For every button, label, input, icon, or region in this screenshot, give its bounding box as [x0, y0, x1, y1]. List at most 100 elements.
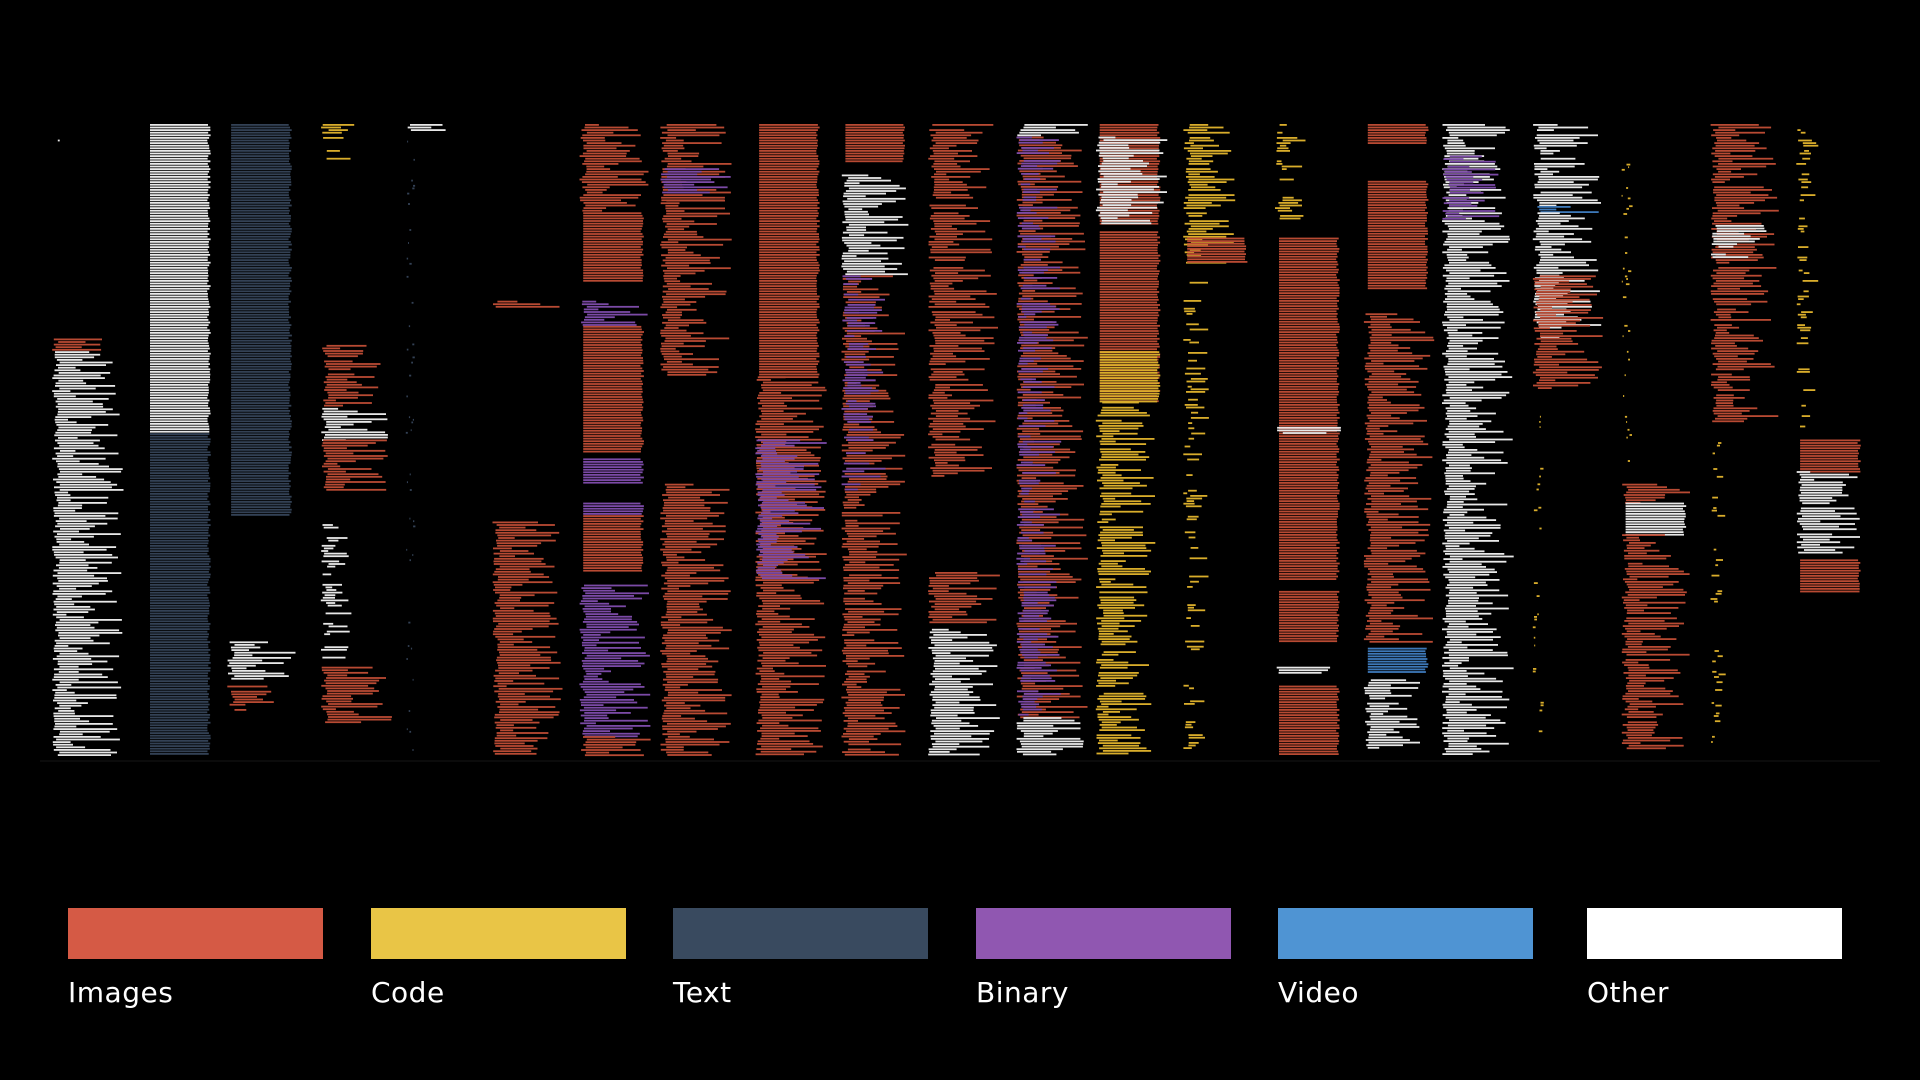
file-bar-images	[929, 423, 964, 425]
file-bar-text	[231, 233, 291, 235]
file-bar-other	[57, 398, 109, 400]
file-bar-images	[1279, 375, 1339, 378]
file-bar-images	[1367, 287, 1428, 290]
file-bar-images	[1367, 256, 1426, 258]
file-bar-images	[844, 374, 898, 376]
file-bar-images	[55, 346, 82, 349]
file-bar-images	[667, 735, 690, 738]
file-bar-images	[583, 230, 641, 233]
file-bar-images	[495, 568, 530, 571]
file-bar-text	[150, 742, 211, 745]
file-bar-binary	[1022, 698, 1038, 700]
file-bar-other	[1444, 493, 1475, 495]
file-bar-images	[933, 334, 966, 337]
file-bar-images	[842, 634, 855, 636]
file-bar-images	[1279, 411, 1340, 414]
file-bar-images	[759, 345, 819, 347]
file-bar-images	[931, 443, 956, 446]
file-bar-other	[1447, 295, 1471, 298]
file-bar-images	[667, 657, 708, 660]
file-bar-images	[583, 530, 641, 533]
file-bar-images	[1365, 477, 1417, 479]
file-bar-images	[933, 152, 958, 155]
file-bar-images	[1024, 607, 1046, 609]
file-bar-code	[1101, 653, 1119, 656]
file-bar-images	[758, 649, 823, 652]
file-bar-code	[1187, 150, 1232, 152]
column-21	[1796, 129, 1861, 593]
file-bar-code	[1712, 670, 1717, 673]
file-bar-text	[231, 300, 291, 303]
file-bar-images	[843, 504, 865, 506]
file-bar-binary	[1020, 448, 1031, 451]
file-bar-images	[1628, 674, 1646, 677]
file-bar-images	[323, 462, 338, 465]
file-bar-images	[842, 683, 857, 686]
file-bar-code	[1539, 415, 1541, 418]
file-bar-code	[1187, 131, 1230, 134]
file-bar-other	[150, 334, 209, 337]
file-bar-other	[150, 329, 210, 332]
file-bar-other	[150, 264, 210, 267]
file-bar-images	[1023, 461, 1059, 464]
file-bar-text	[231, 155, 290, 157]
file-bar-images	[934, 595, 978, 598]
file-bar-code	[1099, 398, 1158, 400]
file-bar-binary	[582, 665, 641, 667]
file-bar-images	[1717, 139, 1747, 142]
file-bar-images	[1279, 385, 1339, 388]
file-bar-images	[1279, 698, 1339, 701]
file-bar-binary	[1018, 573, 1047, 576]
file-bar-images	[761, 535, 799, 537]
file-bar-images	[847, 499, 862, 501]
file-bar-text	[231, 514, 290, 516]
file-bar-images	[759, 238, 820, 241]
file-bar-images	[583, 359, 644, 362]
file-bar-images	[583, 520, 644, 523]
file-bar-images	[1368, 490, 1404, 492]
file-bar-binary	[1018, 435, 1031, 438]
file-bar-other	[1625, 520, 1685, 523]
file-bar-images	[1099, 241, 1161, 244]
file-bar-other	[150, 194, 210, 196]
legend-item-text: Text	[673, 908, 928, 1010]
file-bar-binary	[582, 644, 597, 647]
file-bar-images	[933, 402, 971, 404]
file-bar-images	[583, 403, 642, 406]
file-bar-text	[150, 500, 210, 503]
file-bar-images	[1279, 487, 1338, 489]
file-bar-other	[1103, 139, 1168, 141]
file-bar-images	[665, 311, 682, 314]
file-bar-other	[1536, 264, 1589, 267]
file-bar-other	[57, 504, 83, 507]
file-bar-images	[1279, 248, 1340, 250]
file-bar-binary	[844, 311, 878, 314]
file-bar-other	[843, 268, 898, 270]
file-bar-code	[1099, 747, 1147, 750]
file-bar-binary	[1017, 245, 1026, 248]
file-bar-binary	[847, 400, 857, 402]
file-bar-code	[1098, 718, 1139, 721]
file-bar-images	[667, 152, 700, 155]
file-bar-other	[1625, 513, 1686, 515]
file-bar-code	[1186, 518, 1197, 521]
file-bar-binary	[583, 675, 598, 678]
file-bar-images	[845, 131, 903, 134]
file-bar-code	[1189, 126, 1224, 129]
file-bar-images	[666, 559, 706, 561]
file-bar-images	[1366, 484, 1391, 487]
file-bar-code	[1099, 356, 1158, 359]
file-bar-images	[661, 561, 679, 564]
file-bar-images	[493, 630, 522, 633]
file-bar-images	[1716, 168, 1741, 170]
file-bar-images	[759, 670, 775, 672]
file-bar-images	[755, 428, 819, 431]
file-bar-code	[1186, 474, 1193, 476]
file-bar-images	[843, 423, 860, 426]
file-bar-text	[231, 342, 291, 345]
file-bar-images	[663, 509, 711, 512]
file-bar-images	[843, 616, 863, 618]
file-bar-binary	[1444, 171, 1472, 173]
file-bar-images	[1368, 518, 1388, 521]
file-bar-code	[1099, 395, 1159, 398]
